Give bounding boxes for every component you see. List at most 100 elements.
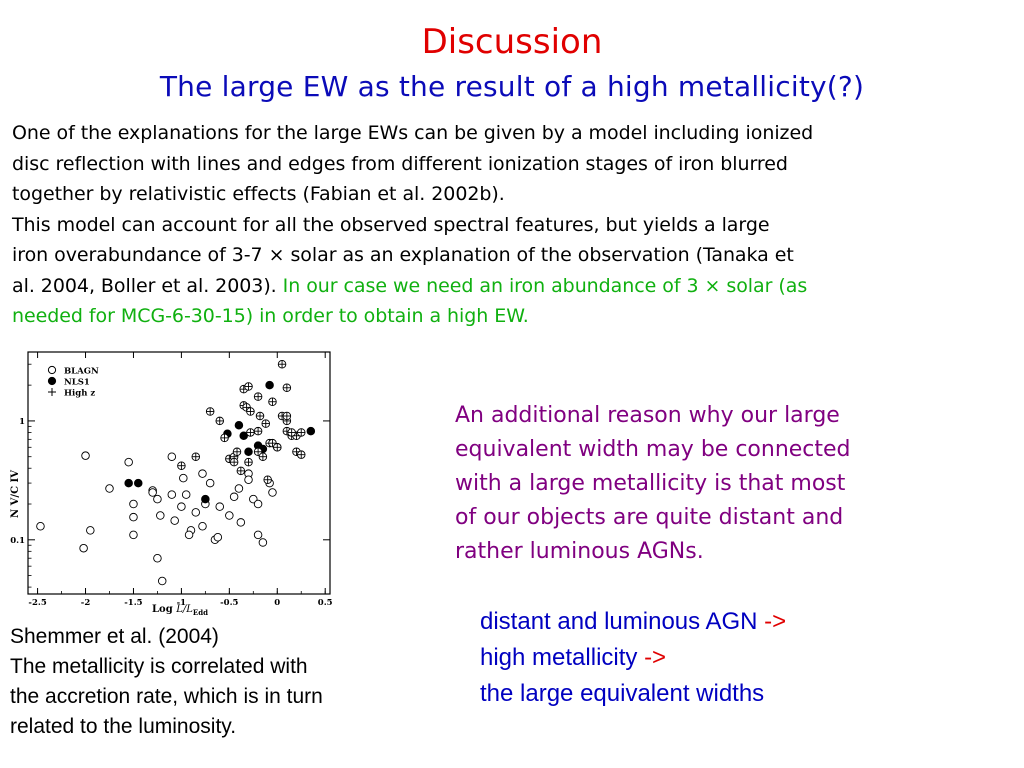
data-points (36, 359, 316, 586)
high-z-point (244, 457, 253, 467)
blagn-point (148, 488, 157, 497)
legend-label-nls1: NLS1 (64, 378, 90, 388)
legend-label-high-z: High z (64, 389, 95, 399)
x-axis-label-italic: L/L (175, 604, 193, 615)
high-z-point (273, 443, 282, 452)
intro-line: iron overabundance of 3-7 × solar as an … (12, 244, 794, 266)
blagn-point (167, 490, 177, 499)
intro-line: al. 2004, Boller et al. 2003). In our ca… (12, 271, 1017, 302)
intro-line: This model can account for all the obser… (12, 213, 770, 236)
y-tick-label: 0.1 (10, 536, 25, 546)
blagn-point (234, 484, 244, 493)
intro-line: disc reflection with lines and edges fro… (12, 152, 788, 175)
blagn-point (184, 530, 194, 540)
blagn-point (86, 526, 95, 535)
conclusion-text: distant and luminous AGN (480, 608, 765, 635)
intro-paragraph: One of the explanations for the large EW… (12, 118, 1017, 332)
nls1-point (306, 426, 316, 436)
blagn-point (258, 538, 268, 547)
high-z-point (263, 475, 272, 484)
arrow-icon: -> (764, 608, 787, 635)
high-z-point (236, 466, 246, 476)
blagn-point (105, 484, 114, 493)
blagn-point (177, 502, 186, 511)
blagn-point (170, 516, 179, 525)
plot-frame (27, 351, 331, 595)
blagn-point (79, 543, 88, 553)
conclusion-line: high metallicity -> (480, 640, 1000, 676)
high-z-point (232, 447, 242, 457)
blagn-point (156, 511, 165, 520)
caption-line: the accretion rate, which is in turn (10, 685, 323, 708)
intro-line: together by relativistic effects (Fabian… (12, 183, 505, 205)
x-tick-label: -2.5 (28, 598, 46, 608)
x-tick-label: -1.5 (124, 598, 142, 608)
blagn-point (225, 511, 234, 520)
additional-reason-paragraph: An additional reason why our large equiv… (455, 399, 975, 569)
axis-ticks: -2.5 -2 -1.5 -1 -0.5 0 0.5 0.1 1 (10, 352, 333, 608)
nls1-point (201, 494, 210, 504)
blagn-point (213, 533, 223, 542)
metallicity-scatter-plot: -2.5 -2 -1.5 -1 -0.5 0 0.5 0.1 1 BLAGN NLS1 High… (10, 351, 333, 617)
nls1-point (124, 478, 133, 488)
x-tick-label: 0 (274, 598, 280, 608)
y-tick-label: 1 (19, 417, 25, 427)
caption-line: The metallicity is correlated with (10, 655, 308, 678)
y-axis-label: N V/C IV (10, 470, 21, 518)
blagn-point (268, 488, 277, 497)
high-z-point (282, 411, 292, 421)
iron-abundance-highlight-cont: needed for MCG-6-30-15) in order to obta… (12, 305, 529, 327)
high-z-point (287, 428, 296, 437)
blagn-point (229, 492, 239, 502)
blagn-point (167, 452, 177, 461)
blagn-point (153, 494, 162, 504)
nls1-point (234, 420, 244, 430)
blagn-point (129, 512, 138, 522)
blagn-point (253, 499, 263, 509)
nls1-point (244, 447, 253, 457)
blagn-point (129, 530, 138, 540)
x-axis-label-main: Log (152, 604, 176, 615)
high-z-point (268, 397, 277, 406)
high-z-point (253, 426, 263, 436)
blagn-point (157, 576, 167, 586)
nls1-point (239, 431, 248, 441)
blagn-point (153, 553, 162, 563)
legend-filled-circle-icon (47, 376, 57, 386)
iron-abundance-highlight: In our case we need an iron abundance of… (282, 274, 808, 297)
high-z-point (229, 457, 239, 467)
high-z-point (253, 392, 263, 401)
caption-line: Shemmer et al. (2004) (10, 625, 219, 648)
nls1-point (265, 380, 274, 390)
x-tick-label: -0.5 (220, 598, 238, 608)
legend: BLAGN NLS1 High z (47, 365, 99, 399)
x-tick-label: 0.5 (318, 598, 333, 608)
blagn-point (253, 530, 263, 540)
reason-line: rather luminous AGNs. (455, 539, 704, 564)
conclusion-chain: distant and luminous AGN -> high metalli… (480, 604, 1000, 712)
caption-line: related to the luminosity. (10, 715, 237, 738)
blagn-point (36, 522, 45, 531)
high-z-point (205, 407, 215, 416)
x-axis-label: Log L/LEdd (152, 604, 208, 617)
high-z-point (296, 428, 306, 437)
high-z-point (244, 382, 253, 391)
high-z-point (282, 383, 292, 393)
slide-subtitle: The large EW as the result of a high met… (159, 70, 865, 103)
x-tick-label: -1 (177, 598, 187, 608)
high-z-point (246, 407, 255, 416)
conclusion-text: high metallicity (480, 644, 645, 671)
reason-line: with a large metallicity is that most (455, 471, 846, 496)
high-z-point (258, 452, 268, 461)
legend-open-circle-icon (47, 365, 57, 375)
blagn-point (179, 473, 188, 483)
slide-title: Discussion (421, 22, 603, 62)
high-z-point (255, 411, 265, 421)
high-z-point (191, 452, 201, 461)
blagn-point (215, 502, 224, 511)
conclusion-line: the large equivalent widths (480, 680, 765, 707)
blagn-point (198, 522, 207, 531)
intro-line-black: al. 2004, Boller et al. 2003). (12, 274, 283, 297)
blagn-point (81, 451, 90, 460)
x-tick-label: -2 (81, 598, 91, 608)
